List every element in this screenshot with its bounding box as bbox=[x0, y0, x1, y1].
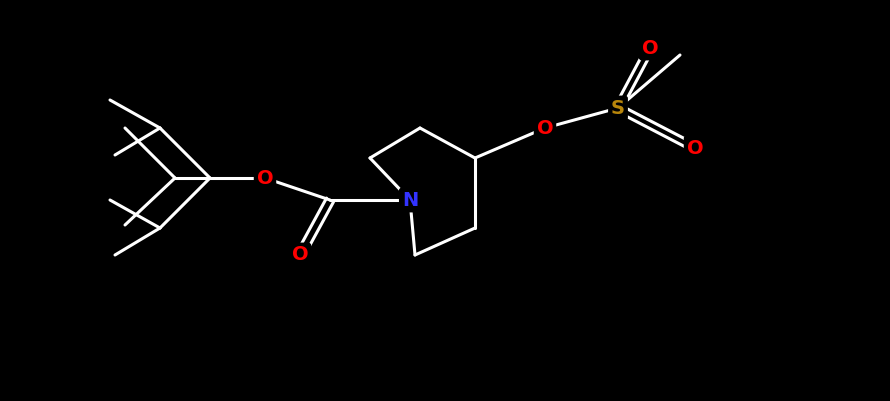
Text: N: N bbox=[402, 190, 418, 209]
Text: O: O bbox=[256, 168, 273, 188]
Text: S: S bbox=[611, 99, 625, 117]
Text: O: O bbox=[292, 245, 308, 265]
Text: O: O bbox=[642, 38, 659, 57]
Text: O: O bbox=[537, 119, 554, 138]
Text: O: O bbox=[687, 138, 703, 158]
